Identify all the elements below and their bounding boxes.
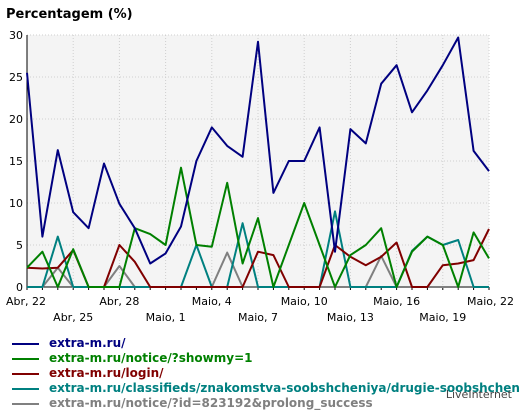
x-tick-label: Maio, 10 [281,295,328,308]
x-tick-label: Maio, 19 [419,311,466,324]
legend-swatch [12,342,39,345]
y-tick-labels: 0 5 10 15 20 25 30 [9,29,23,294]
y-tick-label: 20 [9,113,23,126]
series-lines [26,36,490,288]
series-line [26,36,490,265]
legend-swatch [12,387,39,390]
chart-title: Percentagem (%) [6,7,133,22]
credit-label: LiveInternet [445,388,512,401]
legend-item: extra-m.ru/classifieds/znakomstva-soobsh… [12,381,520,396]
legend-item: extra-m.ru/notice/?id=823192&prolong_suc… [12,396,520,411]
legend-swatch [12,372,39,375]
y-tick-label: 15 [9,155,23,168]
x-tick-label: Abr, 25 [53,311,93,324]
legend-label: extra-m.ru/ [49,336,126,350]
series-line [26,166,490,288]
x-tick-label: Maio, 13 [327,311,374,324]
x-tick-label: Maio, 4 [192,295,232,308]
legend-swatch [12,402,39,405]
x-tick-label: Maio, 22 [467,295,514,308]
legend-swatch [12,357,39,360]
y-tick-label: 25 [9,71,23,84]
legend-item: extra-m.ru/login/ [12,366,520,381]
x-tick-label: Abr, 28 [99,295,139,308]
legend-label: extra-m.ru/notice/?id=823192&prolong_suc… [49,396,373,410]
x-tick-label: Maio, 7 [238,311,278,324]
y-tick-label: 0 [16,281,23,294]
legend-label: extra-m.ru/login/ [49,366,164,380]
x-tick-labels: Abr, 22 Abr, 28 Maio, 4 Maio, 10 Maio, 16 Mai… [6,295,514,324]
legend: extra-m.ru/extra-m.ru/notice/?showmy=1 ex… [12,336,520,411]
x-tick-label: Maio, 16 [373,295,420,308]
legend-item: extra-m.ru/notice/?showmy=1 [12,351,520,366]
legend-label: extra-m.ru/classifieds/znakomstva-soobsh… [49,381,520,395]
legend-item: extra-m.ru/ [12,336,520,351]
y-tick-label: 10 [9,197,23,210]
legend-label: extra-m.ru/notice/?showmy=1 [49,351,253,365]
x-tick-label: Maio, 1 [146,311,186,324]
y-tick-label: 30 [9,29,23,42]
y-tick-label: 5 [16,239,23,252]
x-tick-label: Abr, 22 [6,295,46,308]
